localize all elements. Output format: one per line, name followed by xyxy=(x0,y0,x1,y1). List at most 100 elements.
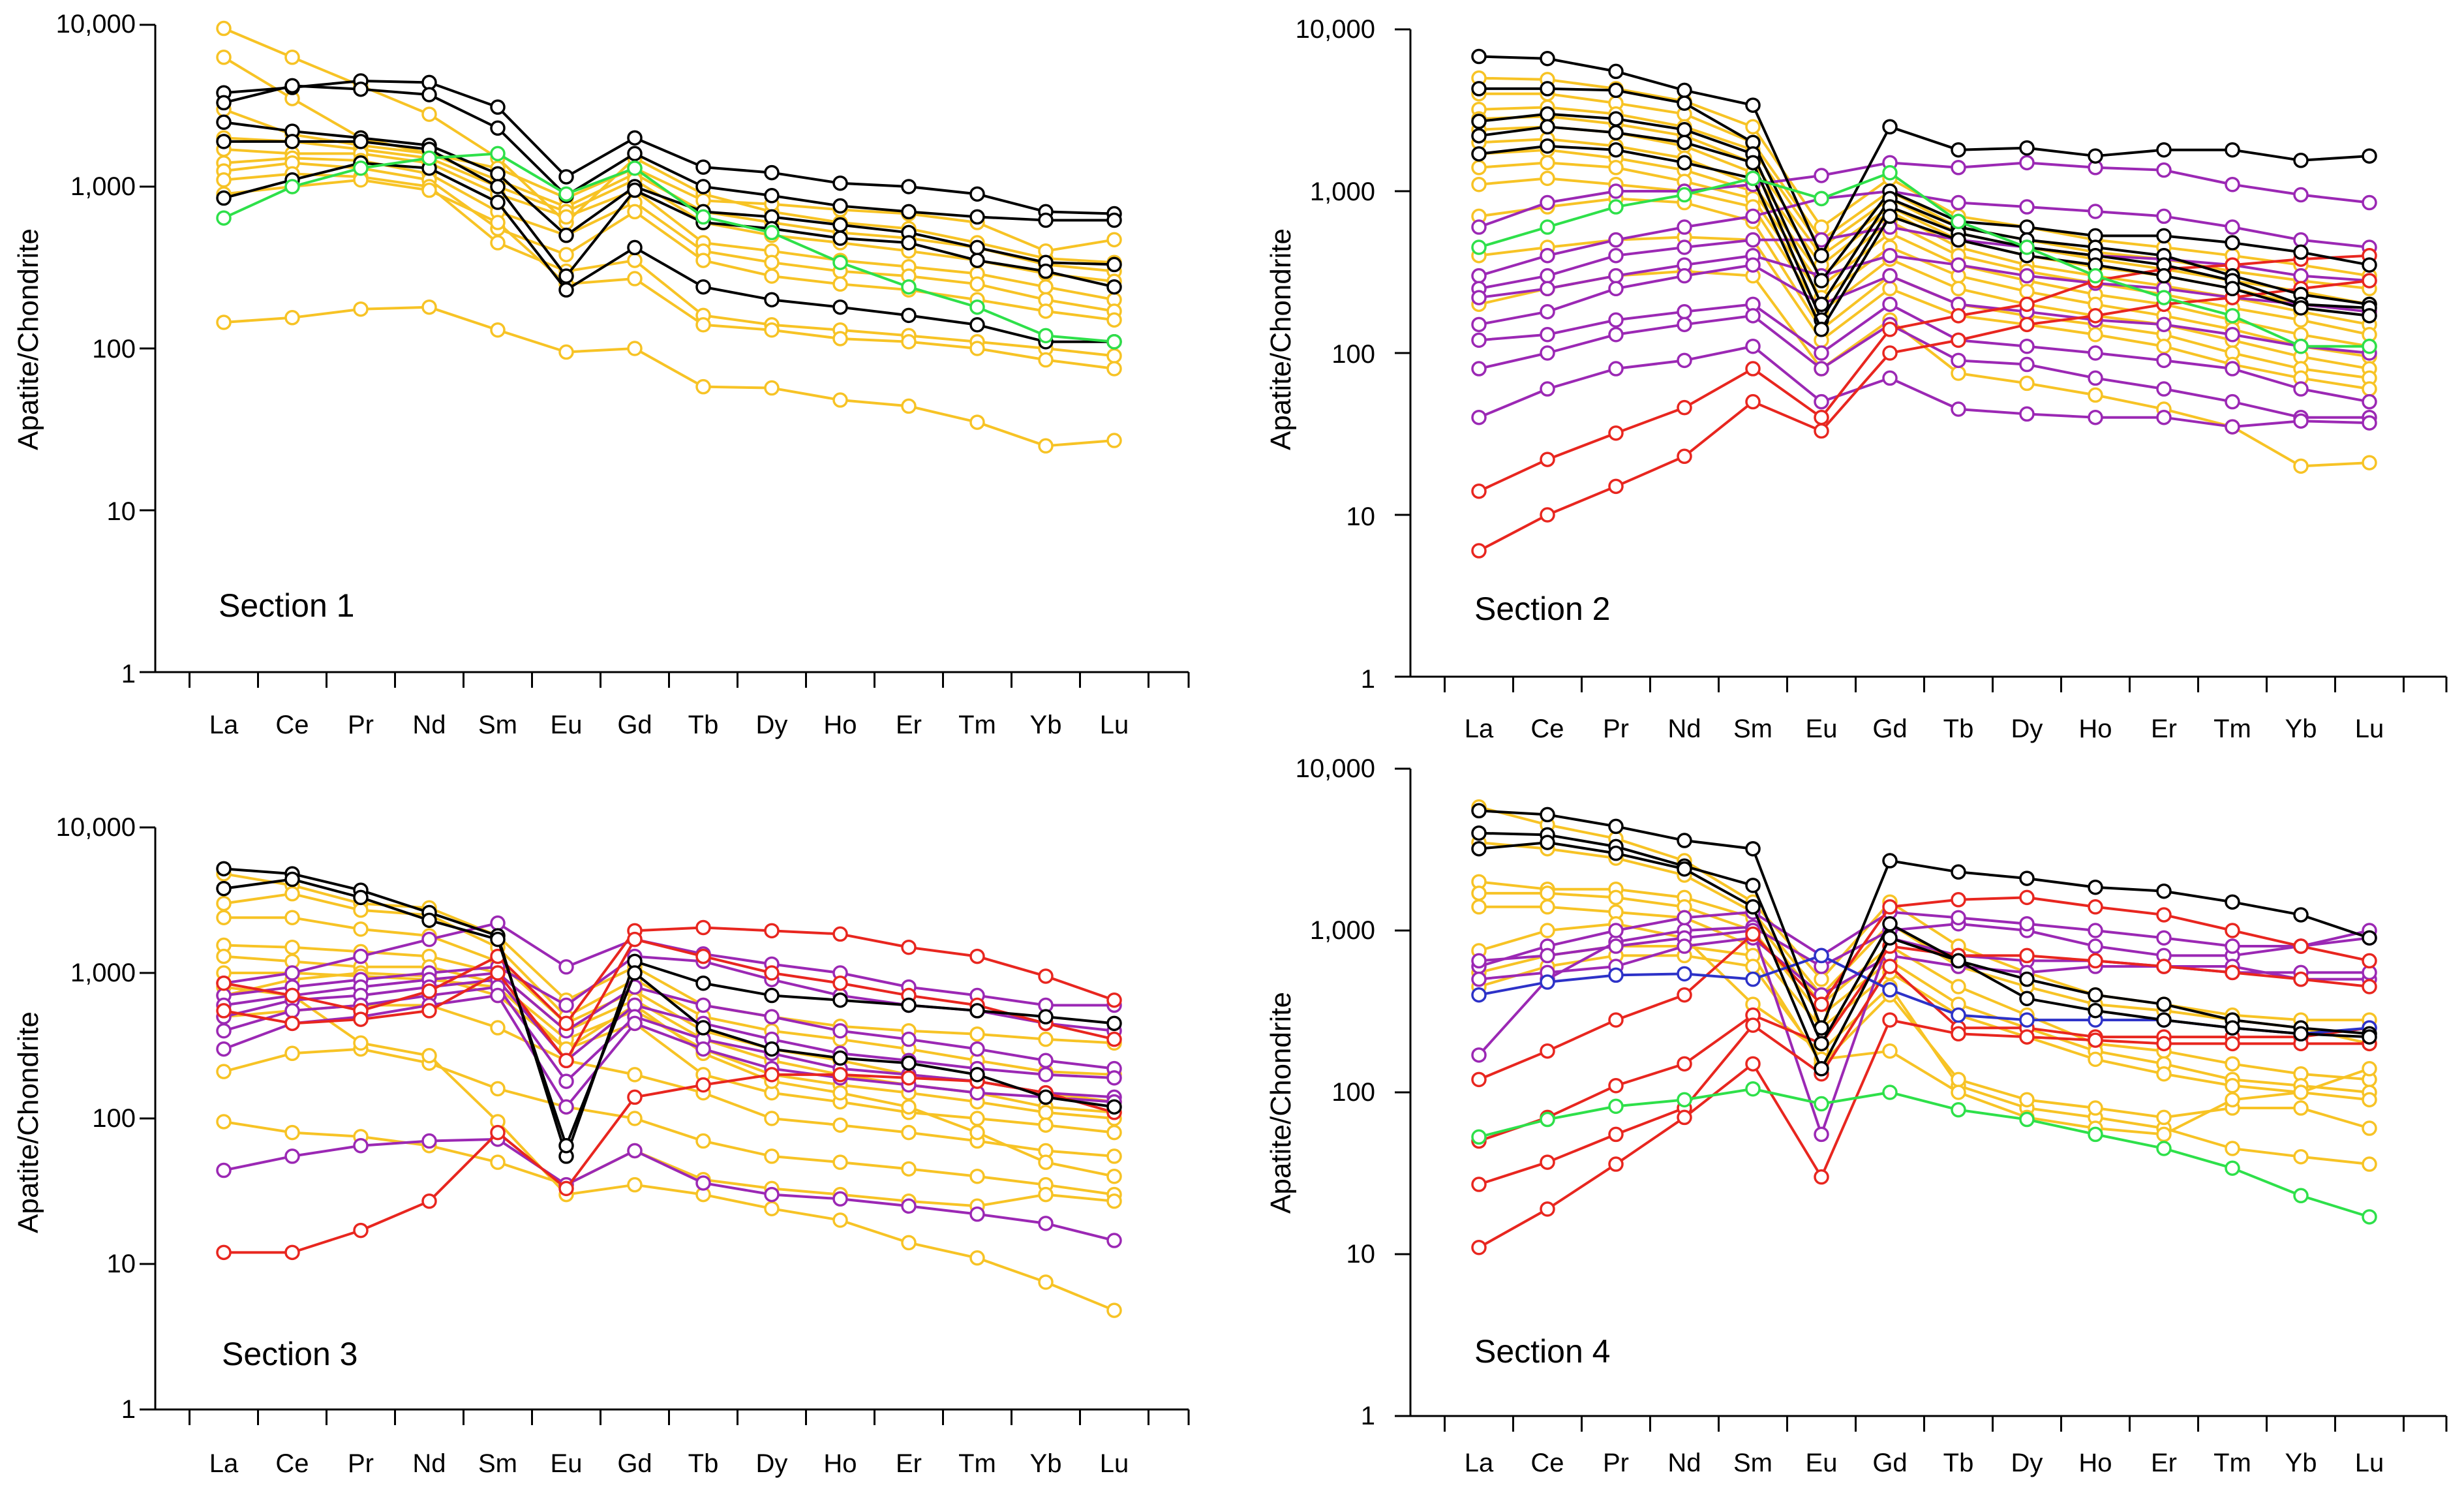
y-tick-label: 1 xyxy=(121,1395,136,1424)
data-point-purple xyxy=(1471,219,1487,235)
data-point-black xyxy=(1038,1089,1054,1105)
data-point-black xyxy=(2225,894,2240,910)
x-tick-label: Tb xyxy=(1943,715,1974,743)
x-tick-label: Tm xyxy=(2213,1449,2251,1477)
y-tick-label: 10,000 xyxy=(56,813,136,842)
data-point-yellow xyxy=(2362,381,2377,397)
x-tick-label: Tb xyxy=(1943,1449,1974,1477)
data-point-black xyxy=(558,169,574,185)
data-point-purple xyxy=(1608,281,1624,297)
data-point-black xyxy=(1106,1015,1122,1032)
data-point-purple xyxy=(2088,938,2103,954)
series-line-black xyxy=(223,121,1115,266)
data-point-purple xyxy=(1677,910,1692,926)
data-point-red xyxy=(2088,899,2103,915)
x-tick-label: Er xyxy=(896,1449,922,1478)
y-tick-label: 1 xyxy=(1361,665,1375,694)
y-tick-label: 10 xyxy=(107,1250,136,1278)
data-point-black xyxy=(969,1003,985,1019)
data-point-red xyxy=(2362,953,2377,969)
data-point-yellow xyxy=(627,341,643,356)
data-point-black xyxy=(2293,300,2309,316)
data-point-black xyxy=(627,239,643,256)
data-point-red xyxy=(969,948,985,964)
data-point-purple xyxy=(1745,232,1761,248)
data-point-black xyxy=(1540,807,1555,823)
data-point-black xyxy=(901,1055,917,1071)
x-tick-label: Er xyxy=(896,711,922,739)
data-point-yellow xyxy=(2293,458,2309,474)
data-point-red xyxy=(2293,971,2309,987)
data-point-black xyxy=(832,299,848,315)
data-point-black xyxy=(1677,121,1692,138)
data-point-yellow xyxy=(2225,1092,2240,1108)
data-point-yellow xyxy=(969,1124,985,1141)
data-point-black xyxy=(1677,134,1692,151)
series-line-yellow xyxy=(1479,905,2370,1101)
data-point-purple xyxy=(2019,406,2035,422)
x-tick-label: Ho xyxy=(2078,715,2112,743)
data-point-purple xyxy=(2019,268,2035,284)
data-point-green xyxy=(2362,338,2377,354)
data-point-yellow xyxy=(2362,1061,2377,1077)
data-point-purple xyxy=(353,1137,369,1154)
series-line-yellow xyxy=(223,1120,1115,1208)
data-point-black xyxy=(1540,106,1555,122)
data-point-red xyxy=(490,965,506,981)
data-point-green xyxy=(2088,268,2103,284)
data-point-black xyxy=(1677,155,1692,171)
data-point-green xyxy=(490,146,506,162)
data-point-black xyxy=(1882,208,1898,224)
x-tick-label: Ho xyxy=(2078,1449,2112,1477)
series-line-yellow xyxy=(223,1047,1115,1196)
data-point-yellow xyxy=(627,1067,643,1083)
data-point-yellow xyxy=(1038,1154,1054,1170)
plot-area-1 xyxy=(140,20,1190,688)
data-point-black xyxy=(1106,279,1122,295)
data-point-black xyxy=(1677,861,1692,877)
series-line-black xyxy=(224,140,1115,288)
data-point-purple xyxy=(1745,308,1761,324)
data-point-purple xyxy=(1677,352,1692,369)
data-point-green xyxy=(832,254,848,270)
data-point-yellow xyxy=(284,50,300,65)
data-point-red xyxy=(764,965,780,981)
data-point-black xyxy=(490,166,506,182)
data-point-black xyxy=(2019,140,2035,156)
x-tick-label: Gd xyxy=(617,711,652,739)
x-tick-label: Tb xyxy=(688,711,719,739)
data-point-yellow xyxy=(2156,1109,2172,1126)
data-point-black xyxy=(901,179,917,194)
data-point-red xyxy=(1882,959,1898,974)
data-point-purple xyxy=(284,1148,300,1164)
series-line-yellow xyxy=(1478,954,2370,1136)
data-point-purple xyxy=(284,965,300,981)
data-point-black xyxy=(1951,142,1966,158)
y-tick-label: 100 xyxy=(92,335,136,363)
data-point-yellow xyxy=(1038,303,1054,319)
data-point-black xyxy=(1471,146,1487,162)
x-tick-label: Lu xyxy=(2355,715,2384,743)
data-point-yellow xyxy=(1882,1043,1898,1059)
data-point-green xyxy=(695,209,711,225)
data-point-black xyxy=(1471,114,1487,129)
data-point-green xyxy=(2293,338,2309,354)
data-point-yellow xyxy=(969,1111,985,1126)
data-point-black xyxy=(558,227,574,243)
data-point-black xyxy=(2293,244,2309,260)
data-point-yellow xyxy=(284,1045,300,1062)
data-point-red xyxy=(421,983,437,999)
data-point-yellow xyxy=(1540,885,1555,901)
data-point-red xyxy=(1882,899,1898,915)
data-point-red xyxy=(1745,1056,1761,1072)
series-line-purple xyxy=(1478,161,2370,228)
data-point-yellow xyxy=(2088,1051,2103,1068)
data-point-purple xyxy=(1471,971,1487,987)
data-point-purple xyxy=(1540,281,1555,297)
data-point-purple xyxy=(1677,239,1692,255)
data-point-green xyxy=(2293,1188,2309,1204)
series-line-black xyxy=(223,84,1114,222)
data-point-black xyxy=(1608,63,1624,80)
data-point-black xyxy=(284,134,300,149)
series-line-yellow xyxy=(222,56,1115,253)
